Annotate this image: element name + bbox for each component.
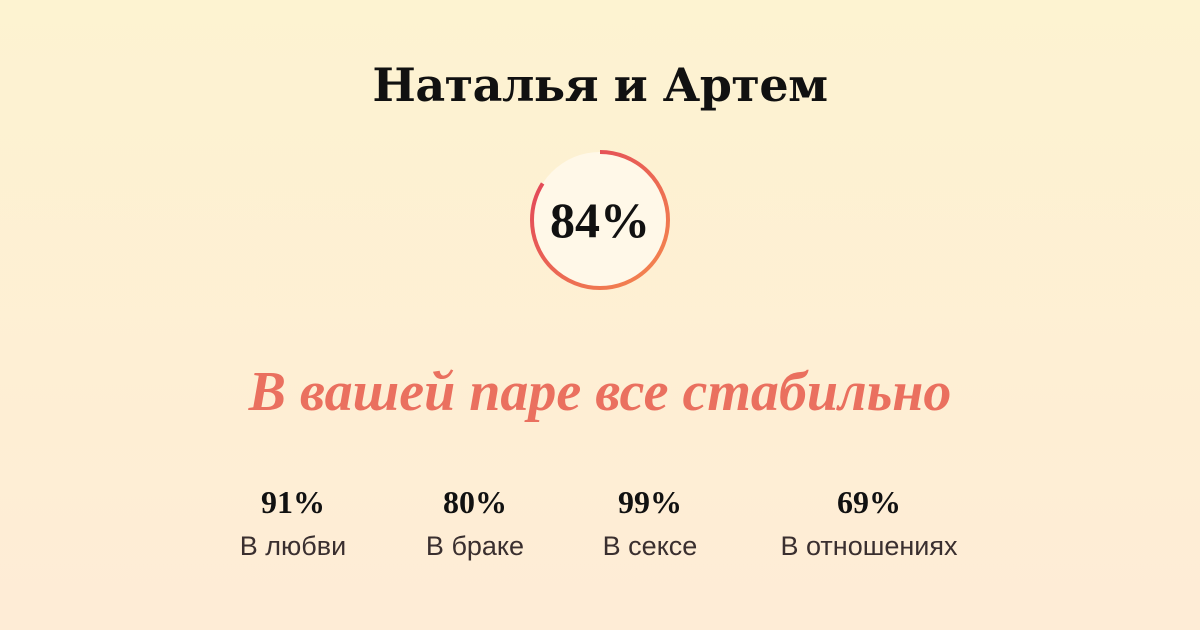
stat-label: В любви — [239, 531, 347, 561]
verdict-text: В вашей паре все стабильно — [248, 361, 952, 423]
stat-sex: 99% В сексе — [603, 484, 698, 562]
stat-value: 80% — [442, 484, 507, 520]
overall-percent: 84% — [550, 192, 650, 248]
compatibility-ring — [530, 150, 670, 290]
stat-value: 91% — [261, 484, 325, 520]
ring-fill — [532, 152, 668, 288]
stat-label: В сексе — [602, 531, 698, 561]
stat-relationship: 69% В отношениях — [780, 484, 957, 562]
stat-label: В отношениях — [780, 531, 958, 561]
ring-progress-arc — [530, 150, 670, 290]
couple-names-title: Наталья и Артем — [372, 58, 828, 112]
stat-value: 69% — [837, 484, 901, 520]
stat-love: 91% В любви — [240, 484, 346, 562]
stat-marriage: 80% В браке — [426, 484, 524, 562]
stat-value: 99% — [617, 484, 682, 520]
stat-label: В браке — [425, 531, 525, 561]
